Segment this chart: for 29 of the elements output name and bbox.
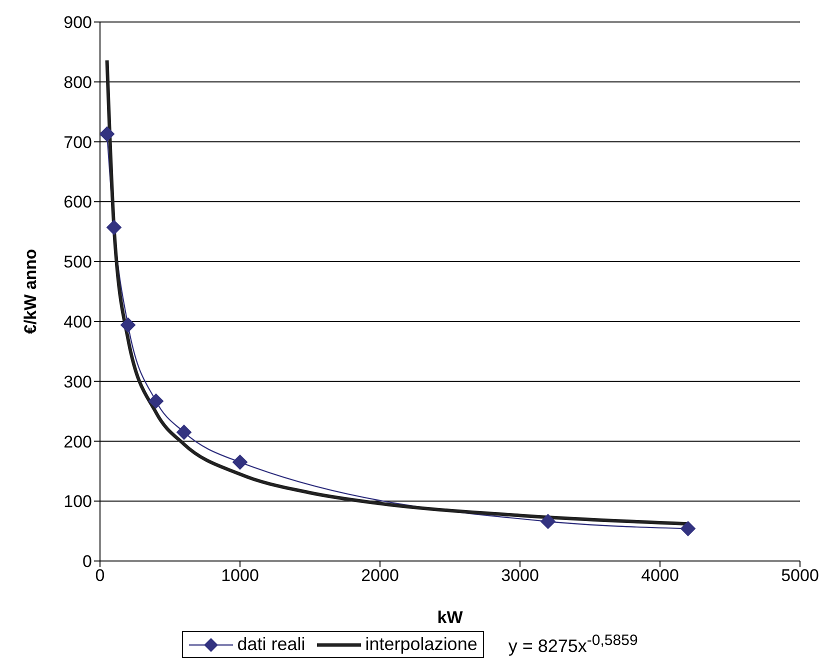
x-tick-label: 5000 (781, 566, 819, 586)
point (106, 220, 122, 235)
y-tick-label: 200 (64, 432, 92, 452)
x-axis-title: kW (437, 608, 464, 627)
x-tick-label: 2000 (361, 566, 399, 586)
point (540, 514, 556, 529)
y-tick-label: 300 (64, 372, 92, 392)
point (120, 318, 136, 333)
y-tick-label: 100 (64, 492, 92, 512)
x-tick-label: 1000 (221, 566, 259, 586)
point (232, 454, 248, 470)
legend-label: interpolazione (365, 634, 478, 655)
y-tick-label: 700 (64, 132, 92, 152)
y-tick-label: 400 (64, 312, 92, 332)
y-tick-label: 600 (64, 192, 92, 212)
legend-label: dati reali (237, 634, 306, 655)
x-tick-label: 4000 (641, 566, 679, 586)
point (680, 521, 696, 536)
y-tick-label: 800 (64, 72, 92, 92)
x-tick-label: 3000 (501, 566, 539, 586)
point (148, 394, 164, 409)
x-tick-label: 0 (95, 566, 105, 586)
point (176, 424, 192, 440)
y-axis-title: €/kW anno (21, 248, 40, 334)
y-tick-label: 0 (82, 552, 92, 572)
y-tick-label: 500 (64, 252, 92, 272)
y-tick-label: 900 (64, 13, 92, 32)
point (100, 126, 114, 142)
text: y = 8275x$^{-0,5859}$ (508, 632, 638, 657)
